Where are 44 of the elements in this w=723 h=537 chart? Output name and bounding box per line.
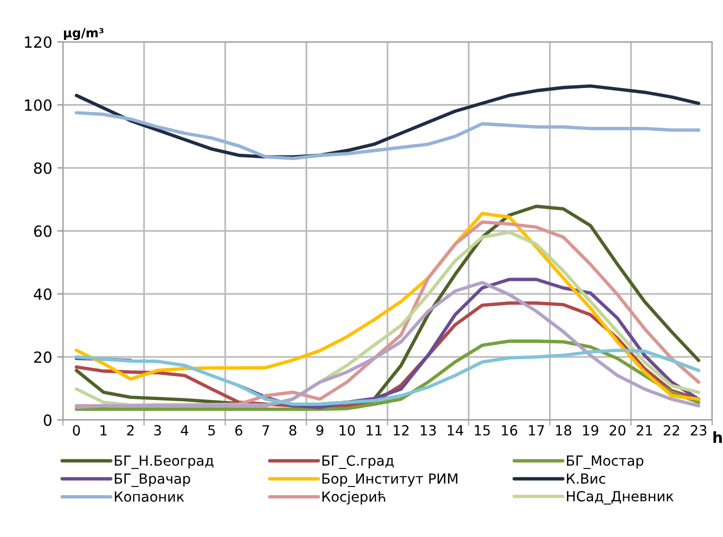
- x-tick-label: 22: [664, 425, 680, 436]
- x-tick-label: 18: [556, 425, 572, 436]
- legend-label: БГ_Н.Београд: [114, 456, 214, 469]
- x-tick-label: 23: [690, 425, 706, 436]
- x-tick-label: 20: [610, 425, 626, 436]
- x-tick-label: 5: [208, 425, 215, 436]
- y-tick-label: 40: [34, 288, 52, 300]
- x-tick-label: 21: [636, 425, 652, 436]
- legend-label: Косјерић: [322, 491, 386, 505]
- x-tick-label: 16: [502, 425, 518, 436]
- line-series: [74, 348, 700, 406]
- y-tick-label: 80: [34, 162, 52, 174]
- x-tick-label: 14: [448, 425, 464, 436]
- x-tick-label: 3: [154, 425, 161, 436]
- x-tick-label: 19: [583, 425, 598, 436]
- x-tick-label: 8: [289, 425, 296, 436]
- x-tick-label: 13: [420, 425, 436, 436]
- legend-label: К.Вис: [566, 474, 606, 484]
- y-tick-label: 120: [25, 36, 52, 48]
- legend-label: БГ_Врачар: [114, 474, 190, 487]
- legend-label: НСад_Дневник: [566, 490, 674, 505]
- legend-label: Бор_Институт РИМ: [322, 474, 458, 487]
- x-tick-label: 17: [529, 425, 544, 436]
- x-tick-label: 15: [474, 425, 490, 436]
- y-axis-title: µg/m³: [64, 28, 104, 40]
- y-tick-label: 100: [25, 99, 52, 111]
- x-tick-label: 11: [366, 425, 382, 436]
- x-tick-label: 10: [340, 425, 355, 436]
- x-tick-label: 9: [316, 425, 324, 436]
- x-tick-label: 12: [394, 425, 408, 436]
- y-tick-label: 60: [34, 225, 52, 237]
- line-series: [74, 111, 700, 160]
- y-tick-label: 20: [34, 351, 52, 363]
- x-axis-title: h: [713, 431, 722, 443]
- x-tick-label: 7: [262, 425, 270, 436]
- x-tick-label: 1: [100, 425, 107, 436]
- x-tick-label: 0: [72, 425, 80, 436]
- x-tick-label: 4: [180, 425, 188, 436]
- x-tick-label: 2: [127, 425, 134, 436]
- legend-label: Копаоник: [114, 492, 184, 502]
- y-tick-label: 0: [44, 414, 52, 426]
- legend-label: БГ_С.град: [322, 455, 394, 469]
- x-tick-label: 6: [235, 425, 242, 436]
- legend-label: БГ_Мостар: [566, 456, 644, 469]
